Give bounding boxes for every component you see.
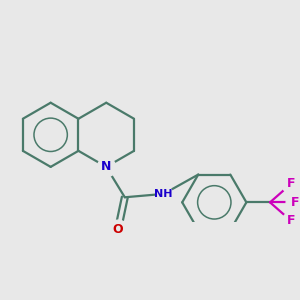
Text: NH: NH (154, 189, 173, 199)
Text: N: N (101, 160, 111, 173)
Text: F: F (291, 196, 300, 209)
Text: O: O (113, 223, 123, 236)
Text: F: F (287, 214, 296, 227)
Text: F: F (287, 177, 296, 190)
